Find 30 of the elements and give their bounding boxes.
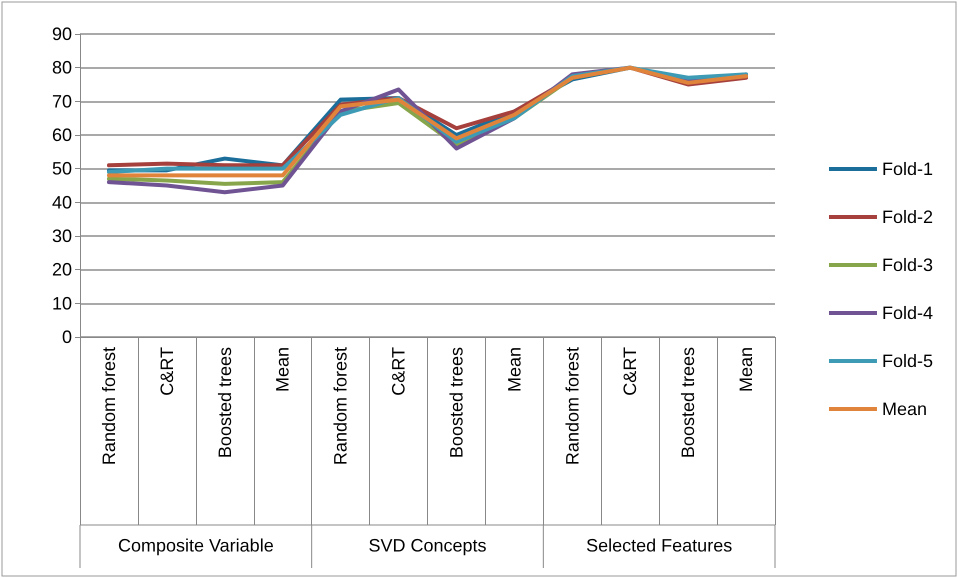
x-tick-label: Boosted trees (214, 347, 235, 458)
y-tick-label: 50 (52, 158, 72, 179)
y-tick-label: 0 (62, 327, 72, 347)
text: SVD Concepts (368, 536, 487, 556)
y-tick-label: 40 (52, 192, 72, 212)
legend-label: Fold-2 (882, 207, 934, 227)
x-tick-label: Mean (504, 347, 524, 392)
y-tick-label: 70 (52, 91, 72, 112)
y-tick-label: 90 (52, 24, 72, 44)
y-tick-label: 10 (52, 293, 72, 314)
text: Selected Features (586, 536, 732, 556)
x-tick-label: Boosted trees (678, 347, 698, 458)
x-tick-label: Mean (736, 347, 756, 392)
y-tick-label: 60 (52, 125, 72, 145)
x-tick-label: C&RT (620, 347, 640, 396)
legend-label: Fold-4 (882, 303, 934, 323)
x-tick-label: C&RT (388, 347, 409, 396)
x-tick-label: Random forest (562, 347, 582, 466)
legend-label: Fold-1 (882, 159, 934, 179)
y-tick-label: 20 (52, 260, 72, 280)
x-tick-label: Mean (272, 347, 293, 392)
x-tick-label: Random forest (330, 347, 351, 466)
x-tick-label: Random forest (98, 347, 119, 466)
y-tick-label: 30 (52, 226, 72, 246)
legend-label: Fold-5 (882, 351, 934, 371)
legend-label: Fold-3 (882, 255, 934, 275)
y-tick-label: 80 (52, 58, 72, 78)
x-tick-label: C&RT (156, 347, 177, 396)
text: Composite Variable (118, 536, 274, 556)
x-tick-label: Boosted trees (446, 347, 466, 458)
